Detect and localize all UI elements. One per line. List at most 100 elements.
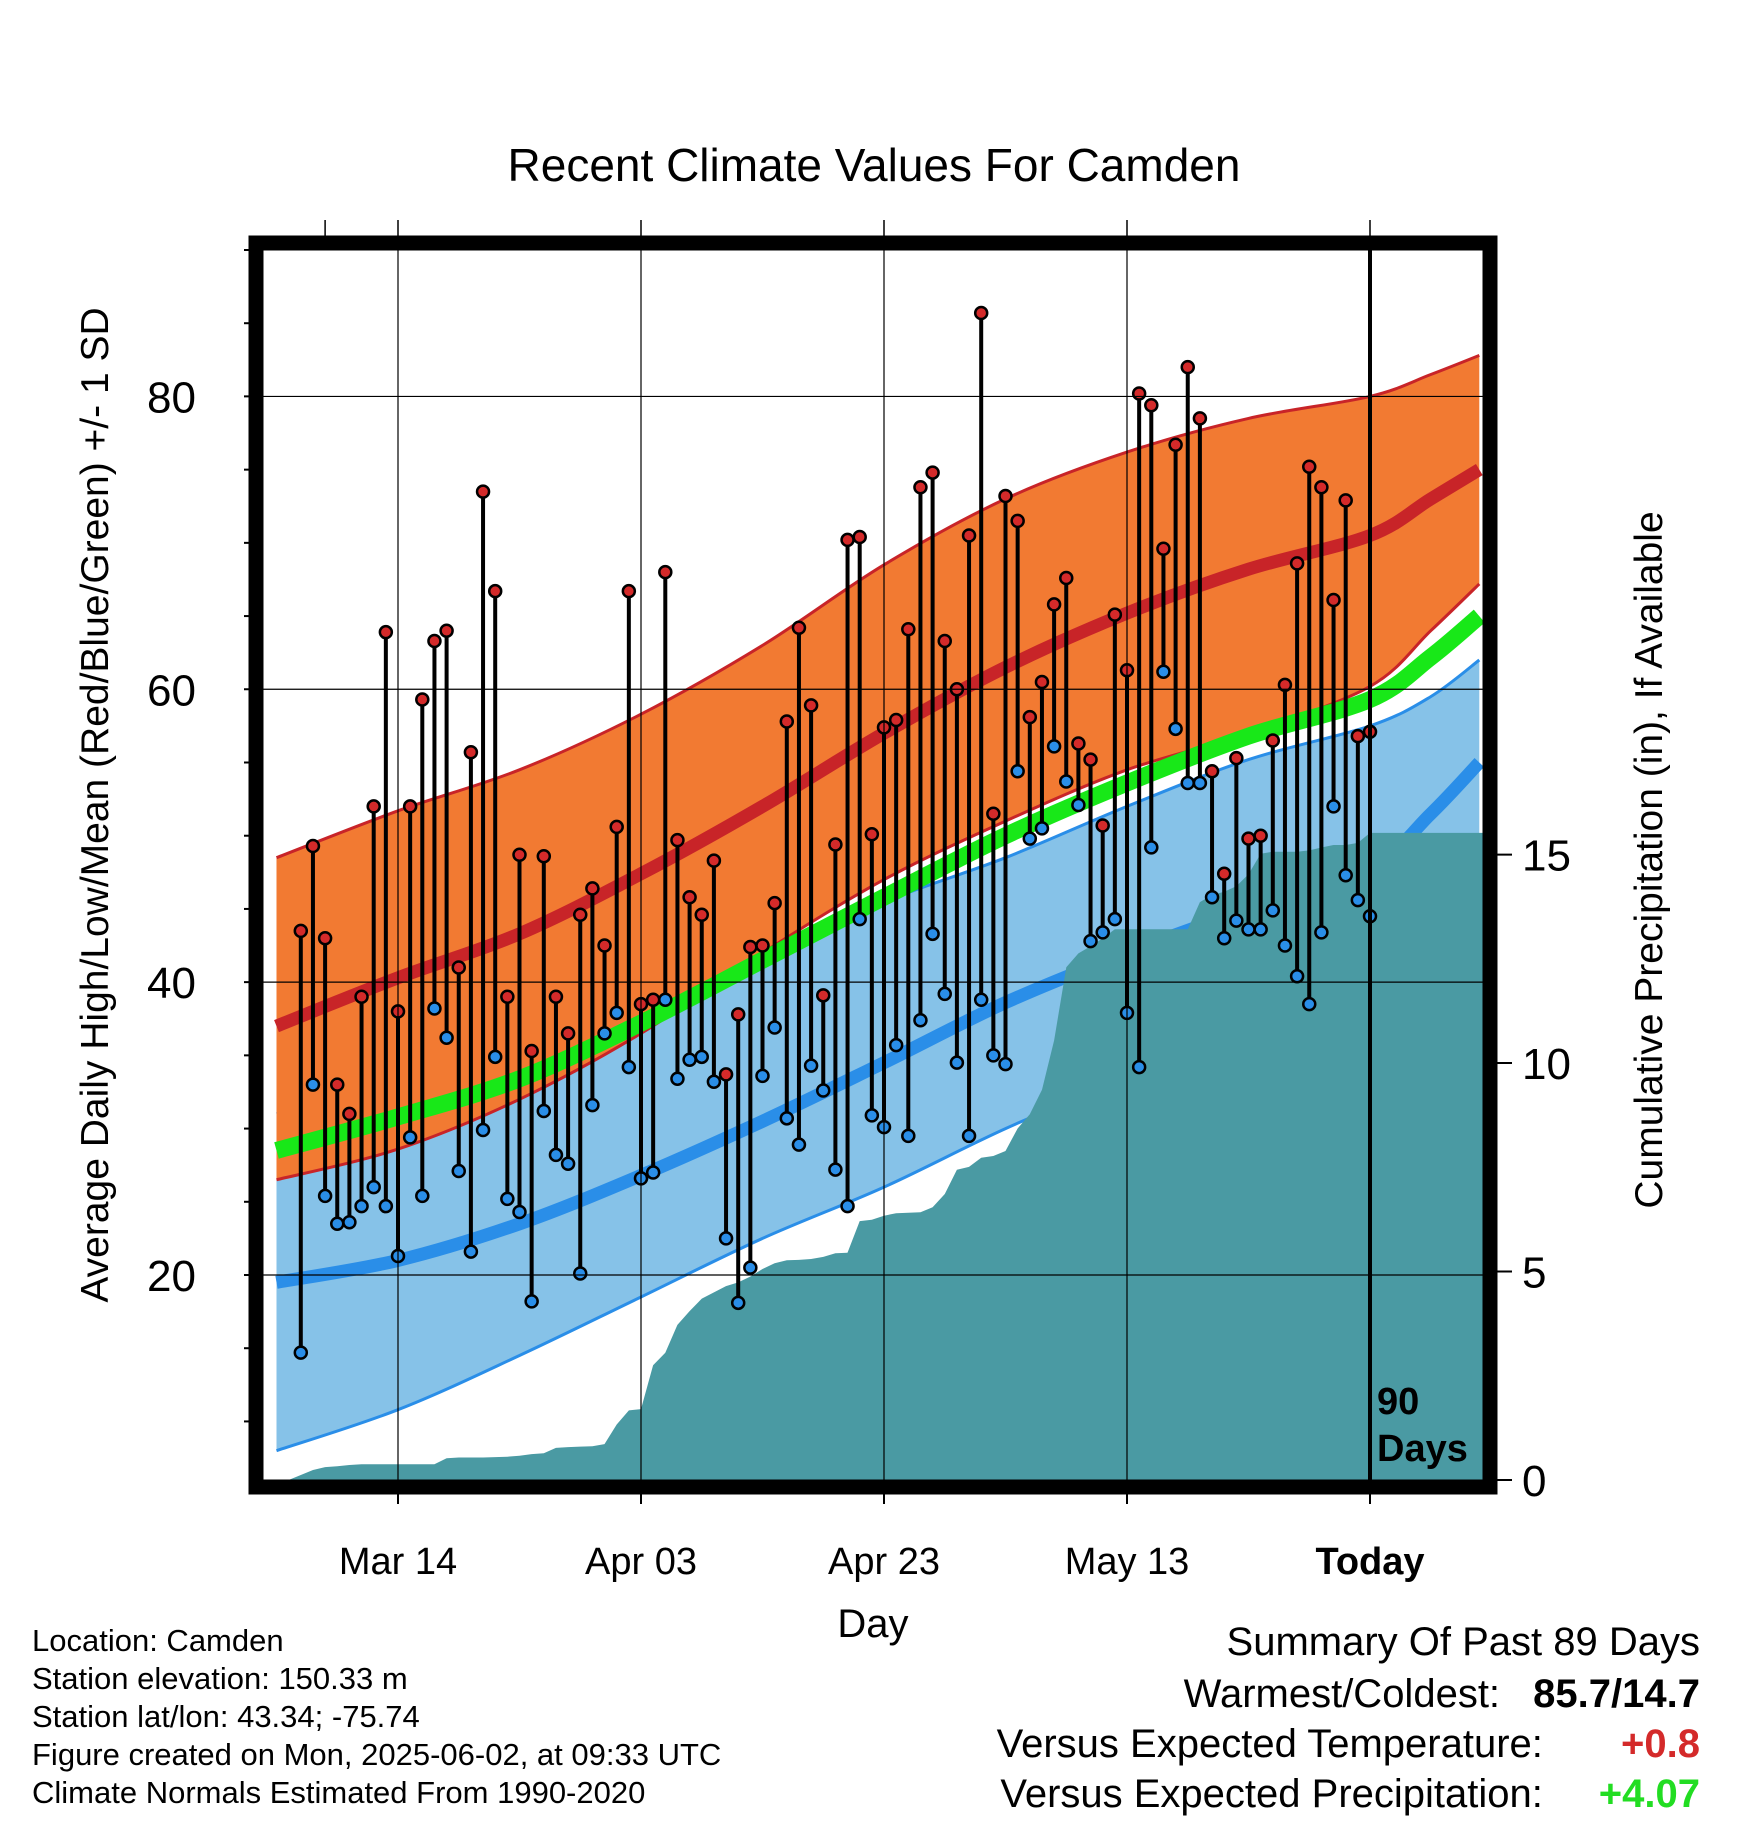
low-point bbox=[779, 1111, 795, 1126]
y-tick-label: 60 bbox=[147, 666, 196, 715]
low-point bbox=[366, 1179, 381, 1195]
high-point bbox=[1180, 359, 1195, 375]
high-point bbox=[658, 564, 673, 580]
chart-title: Recent Climate Values For Camden bbox=[508, 139, 1241, 191]
high-point bbox=[1059, 570, 1074, 586]
low-point bbox=[925, 926, 940, 942]
high-point bbox=[585, 881, 600, 896]
high-point bbox=[743, 939, 758, 955]
high-point bbox=[901, 622, 916, 637]
high-point bbox=[1168, 437, 1183, 452]
high-point bbox=[1144, 397, 1159, 413]
low-point bbox=[512, 1204, 527, 1220]
low-point bbox=[330, 1216, 345, 1231]
high-point bbox=[1131, 386, 1147, 401]
low-point bbox=[1010, 764, 1025, 779]
low-point bbox=[609, 1005, 624, 1021]
high-point bbox=[439, 623, 454, 638]
low-point bbox=[1144, 840, 1159, 855]
high-point bbox=[330, 1077, 345, 1092]
high-point bbox=[1022, 709, 1038, 725]
high-point bbox=[1253, 828, 1268, 843]
low-point bbox=[378, 1198, 394, 1214]
summary-precipitation: Versus Expected Precipitation: +4.07 bbox=[1000, 1772, 1700, 1817]
high-point bbox=[366, 799, 381, 814]
low-sd-band bbox=[276, 660, 1480, 1451]
low-point bbox=[439, 1030, 454, 1046]
low-point bbox=[427, 1001, 442, 1016]
high-point bbox=[597, 938, 612, 953]
y-tick-label: 20 bbox=[147, 1252, 196, 1301]
period-label: 90 Days bbox=[1377, 1381, 1468, 1470]
high-point bbox=[487, 583, 503, 599]
low-point bbox=[743, 1260, 758, 1275]
high-point bbox=[1046, 597, 1062, 612]
y2-tick-label: 10 bbox=[1522, 1040, 1571, 1089]
high-point bbox=[536, 848, 552, 864]
high-sd-lower-line bbox=[276, 582, 1481, 1182]
low-point bbox=[1253, 922, 1268, 937]
x-tick-label: Apr 23 bbox=[828, 1541, 940, 1583]
high-point bbox=[524, 1043, 539, 1059]
precip-label: Versus Expected Precipitation: bbox=[1000, 1772, 1543, 1816]
high-point bbox=[1095, 818, 1110, 833]
low-point bbox=[1034, 821, 1050, 836]
low-point bbox=[1350, 892, 1366, 908]
high-point bbox=[913, 479, 928, 495]
info-latlon: Station lat/lon: 43.34; -75.74 bbox=[32, 1699, 420, 1734]
low-point bbox=[500, 1191, 515, 1207]
low-point bbox=[670, 1071, 685, 1087]
low-point bbox=[548, 1147, 564, 1163]
low-point bbox=[961, 1128, 977, 1144]
high-sd-band bbox=[276, 355, 1480, 1180]
low-point bbox=[1229, 913, 1244, 928]
low-point bbox=[840, 1198, 855, 1214]
low-point bbox=[342, 1215, 357, 1230]
low-point bbox=[585, 1097, 600, 1113]
low-point bbox=[645, 1165, 661, 1180]
low-point bbox=[1289, 969, 1305, 984]
info-created: Figure created on Mon, 2025-06-02, at 09… bbox=[32, 1737, 722, 1772]
high-point bbox=[1289, 556, 1305, 571]
low-point bbox=[451, 1163, 466, 1179]
high-point bbox=[682, 889, 697, 905]
high-point bbox=[451, 960, 466, 975]
high-point bbox=[609, 819, 624, 835]
station-info: Location: Camden Station elevation: 150.… bbox=[32, 1622, 721, 1812]
high-point bbox=[937, 633, 952, 649]
low-point bbox=[621, 1059, 637, 1075]
high-point bbox=[973, 305, 989, 321]
high-point bbox=[694, 907, 709, 923]
high-point bbox=[767, 895, 782, 911]
low-point bbox=[816, 1083, 831, 1098]
low-point bbox=[487, 1049, 503, 1065]
low-point bbox=[973, 992, 989, 1007]
low-point bbox=[1107, 911, 1123, 927]
info-elevation: Station elevation: 150.33 m bbox=[32, 1661, 408, 1696]
low-point bbox=[463, 1244, 479, 1259]
high-point bbox=[512, 847, 527, 862]
low-point bbox=[1059, 774, 1074, 789]
y2-tick-label: 0 bbox=[1522, 1457, 1546, 1506]
high-point bbox=[986, 806, 1001, 821]
low-point bbox=[415, 1188, 430, 1204]
high-point bbox=[706, 853, 722, 868]
low-point bbox=[305, 1077, 321, 1092]
low-point bbox=[402, 1130, 418, 1145]
high-point bbox=[475, 484, 491, 499]
high-point bbox=[500, 989, 515, 1005]
low-point bbox=[1095, 925, 1110, 940]
low-point bbox=[718, 1231, 734, 1246]
high-point bbox=[718, 1067, 734, 1082]
low-point bbox=[1022, 831, 1038, 846]
low-point bbox=[597, 1026, 612, 1041]
low-point bbox=[560, 1156, 576, 1171]
high-point bbox=[791, 620, 807, 636]
high-point bbox=[852, 529, 867, 545]
low-point bbox=[913, 1012, 928, 1028]
high-point bbox=[864, 827, 880, 842]
high-point bbox=[645, 992, 661, 1007]
high-point bbox=[548, 989, 564, 1005]
y2-tick-label: 15 bbox=[1522, 832, 1571, 881]
